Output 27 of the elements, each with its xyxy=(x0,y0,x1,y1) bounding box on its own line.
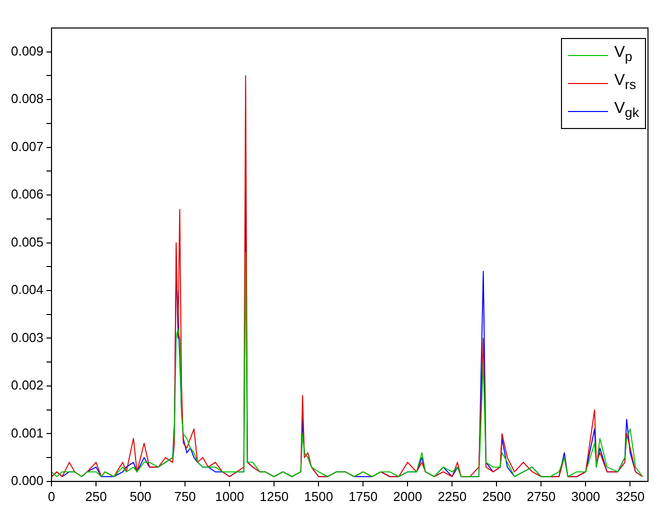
y-tick-label: 0.009 xyxy=(10,43,44,58)
x-tick-label: 2000 xyxy=(393,488,422,504)
x-tick-label: 750 xyxy=(174,488,196,504)
y-tick-label: 0.002 xyxy=(10,378,44,393)
y-tick-label: 0.007 xyxy=(10,138,44,154)
x-tick-label: 250 xyxy=(85,488,107,504)
legend-label: V$_{p}$ xyxy=(614,43,632,66)
x-tick-label: 1500 xyxy=(304,488,334,504)
x-tick-label: 500 xyxy=(130,488,152,504)
x-tick-label: 2250 xyxy=(438,488,467,504)
x-tick-label: 0 xyxy=(48,488,56,504)
x-tick-label: 1000 xyxy=(215,488,244,504)
x-tick-label: 3000 xyxy=(571,488,600,504)
y-tick-label: 0.003 xyxy=(10,330,44,345)
y-tick-label: 0.008 xyxy=(10,91,44,106)
x-tick-label: 1750 xyxy=(348,488,378,504)
y-tick-label: 0.001 xyxy=(10,425,44,440)
x-tick-label: 1250 xyxy=(260,488,289,504)
legend-label: V$_{gk}$ xyxy=(614,99,639,123)
y-tick-label: 0.006 xyxy=(10,186,44,202)
x-tick-label: 3250 xyxy=(616,488,645,504)
legend-label: V$_{rs}$ xyxy=(614,71,636,94)
x-tick-label: 2750 xyxy=(526,488,556,504)
x-tick-label: 2500 xyxy=(482,488,512,504)
y-tick-label: 0.005 xyxy=(10,234,44,250)
y-tick-label: 0.004 xyxy=(10,282,44,298)
y-tick-label: 0.000 xyxy=(10,472,44,488)
